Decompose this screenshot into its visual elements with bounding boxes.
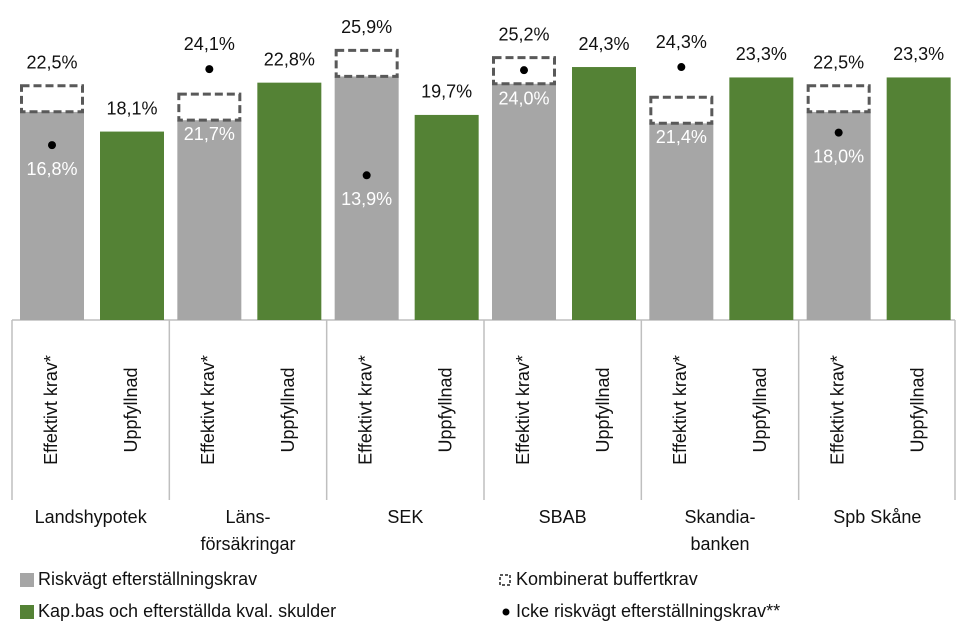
bar <box>334 76 399 320</box>
group-label: Landshypotek <box>35 507 148 527</box>
bar <box>100 131 164 320</box>
value-label: 24,3% <box>656 32 707 52</box>
bar <box>886 77 951 321</box>
group-label: Skandia- <box>684 507 755 527</box>
total-label: 21,4% <box>656 127 707 147</box>
value-label: 18,0% <box>813 146 864 166</box>
bar <box>729 77 794 321</box>
buffer-box <box>649 95 714 125</box>
legend-swatch <box>499 574 511 586</box>
bar-label: Uppfyllnad <box>593 367 613 452</box>
bar-label: Effektivt krav* <box>670 355 690 465</box>
dot <box>834 128 843 137</box>
bar-label: Uppfyllnad <box>121 367 141 452</box>
legend-label: Icke riskvägt efterställningskrav** <box>516 601 780 621</box>
bar <box>492 83 556 321</box>
legend-swatch <box>20 605 34 619</box>
value-label: 16,8% <box>26 159 77 179</box>
group-label: Läns- <box>225 507 270 527</box>
value-label: 24,0% <box>498 88 549 108</box>
bar <box>572 67 636 320</box>
dot <box>520 66 528 75</box>
bar <box>257 82 322 320</box>
value-label: 23,3% <box>893 44 944 64</box>
buffer-box <box>177 92 242 122</box>
bar-label: Uppfyllnad <box>750 367 770 452</box>
bar-label: Uppfyllnad <box>278 367 298 452</box>
bar-label: Effektivt krav* <box>355 355 375 465</box>
buffer-box <box>334 48 399 78</box>
total-label: 25,9% <box>341 17 392 37</box>
bar-label: Uppfyllnad <box>435 367 455 452</box>
dot <box>48 141 56 150</box>
value-label: 19,7% <box>421 82 472 102</box>
bar <box>414 114 479 320</box>
group-label: SBAB <box>539 507 587 527</box>
group-label: banken <box>690 534 749 554</box>
legend-swatch <box>502 608 510 616</box>
bar-label: Effektivt krav* <box>513 355 533 465</box>
value-label: 24,3% <box>578 34 629 54</box>
dot <box>205 65 214 74</box>
bar-label: Effektivt krav* <box>198 355 218 465</box>
group-label: SEK <box>387 507 423 527</box>
total-label: 21,7% <box>184 124 235 144</box>
group-label: Spb Skåne <box>833 507 921 527</box>
total-label: 25,2% <box>498 24 549 44</box>
value-label: 24,1% <box>184 34 235 54</box>
total-label: 22,5% <box>813 53 864 73</box>
legend-label: Kap.bas och efterställda kval. skulder <box>38 601 336 621</box>
bar <box>649 123 714 320</box>
buffer-box <box>20 84 84 114</box>
bar <box>806 111 871 320</box>
value-label: 18,1% <box>106 98 157 118</box>
dot <box>362 171 371 180</box>
group-label: försäkringar <box>200 534 295 554</box>
bar-label: Uppfyllnad <box>907 367 927 452</box>
buffer-box <box>806 84 871 114</box>
total-label: 22,5% <box>26 53 77 73</box>
bar <box>177 120 242 321</box>
value-label: 22,8% <box>264 49 315 69</box>
value-label: 23,3% <box>736 44 787 64</box>
legend-label: Kombinerat buffertkrav <box>516 569 698 589</box>
dot <box>677 63 686 72</box>
bar-label: Effektivt krav* <box>41 355 61 465</box>
value-label: 13,9% <box>341 189 392 209</box>
legend-swatch <box>20 573 34 587</box>
legend-label: Riskvägt efterställningskrav <box>38 569 257 589</box>
bar-label: Effektivt krav* <box>827 355 847 465</box>
